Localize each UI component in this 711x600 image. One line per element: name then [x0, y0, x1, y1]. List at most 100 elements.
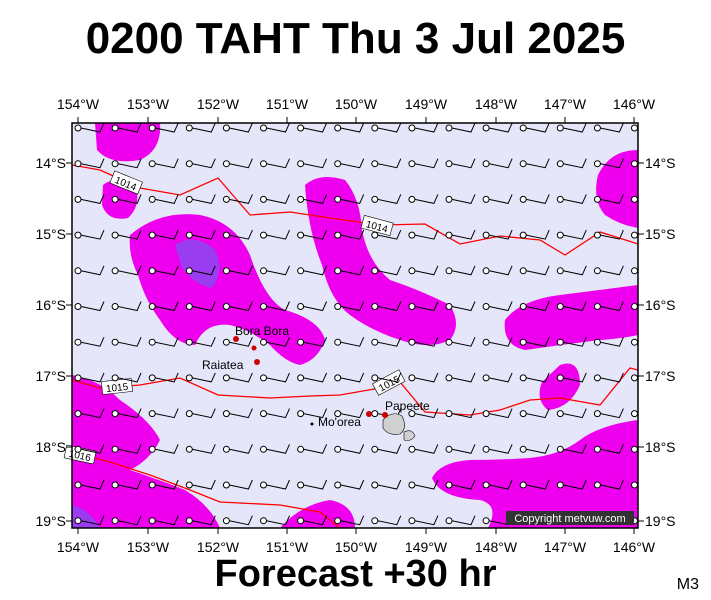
wind-barb: [222, 301, 253, 312]
wind-barb: [297, 265, 328, 276]
rain-area: [95, 123, 161, 162]
wind-barb: [519, 229, 550, 240]
wind-barb: [222, 229, 253, 240]
wind-barb: [297, 123, 328, 133]
wind-barb: [74, 301, 105, 312]
wind-barb: [74, 123, 105, 133]
place-label-raiatea: Raiatea: [202, 358, 244, 372]
wind-barb: [148, 515, 179, 526]
wind-barb: [593, 158, 624, 169]
wind-barb: [185, 123, 216, 133]
wind-barb: [408, 265, 439, 276]
wind-barb: [222, 194, 253, 204]
wind-barb: [148, 479, 179, 490]
wind-barb: [148, 444, 179, 454]
wind-barb: [334, 158, 365, 169]
wind-barb: [334, 372, 365, 383]
wind-barb: [297, 194, 328, 204]
wind-barb: [556, 194, 587, 204]
lat-label: 17°S: [645, 368, 676, 384]
lon-label: 146°W: [613, 96, 656, 112]
lon-labels-bottom: 154°W 153°W 152°W 151°W 150°W 149°W 148°…: [57, 539, 656, 555]
wind-barb: [519, 265, 550, 276]
wind-barb: [260, 336, 290, 347]
isobar-1016: [72, 451, 341, 528]
wind-barb: [482, 372, 513, 383]
lon-label: 146°W: [613, 539, 656, 555]
wind-barb: [148, 336, 179, 347]
wind-barb: [148, 372, 179, 383]
lat-label: 15°S: [35, 226, 66, 242]
wind-barb: [556, 158, 587, 169]
wind-barb: [222, 515, 253, 526]
wind-barb: [445, 336, 476, 347]
wind-barb: [185, 372, 216, 383]
wind-barb: [185, 515, 216, 526]
wind-barb: [222, 336, 253, 347]
wind-barb: [74, 336, 105, 347]
wind-barb: [445, 372, 476, 383]
wind-barb: [445, 408, 476, 419]
lon-label: 147°W: [544, 539, 587, 555]
wind-barb: [185, 336, 216, 347]
wind-barb: [148, 194, 179, 204]
wind-barb: [334, 194, 365, 204]
lon-label: 154°W: [57, 539, 100, 555]
isobar-label: 1016: [68, 449, 92, 464]
wind-barb: [556, 479, 587, 490]
wind-barb: [74, 408, 105, 419]
copyright-text: Copyright metvuw.com: [514, 513, 625, 525]
wind-barb: [371, 301, 402, 312]
wind-barb: [222, 372, 253, 383]
wind-barb: [593, 265, 624, 276]
wind-barb: [74, 265, 105, 276]
forecast-label: Forecast +30 hr: [214, 553, 497, 595]
wind-barb: [148, 123, 179, 133]
place-labels: Bora Bora Raiatea Mo'orea Papeete: [202, 324, 430, 429]
wind-barb: [148, 408, 179, 419]
wind-barb: [371, 372, 402, 383]
wind-barb: [111, 301, 142, 312]
wind-barb: [297, 158, 328, 169]
wind-barb: [408, 479, 439, 490]
lon-label: 152°W: [197, 96, 240, 112]
lat-labels-right: 14°S 15°S 16°S 17°S 18°S 19°S: [645, 155, 676, 529]
rain-area: [432, 420, 638, 528]
wind-barb: [260, 444, 290, 454]
lon-label: 149°W: [405, 96, 448, 112]
wind-barb: [334, 229, 365, 240]
wind-barb: [556, 229, 587, 240]
wind-barb: [334, 515, 365, 526]
rain-area: [504, 285, 638, 350]
map-code: M3: [676, 576, 699, 593]
wind-barb: [371, 194, 402, 204]
wind-barb: [334, 336, 365, 347]
lat-label: 14°S: [35, 155, 66, 171]
wind-barb: [111, 229, 142, 240]
wind-barb: [482, 408, 513, 419]
lat-label: 15°S: [645, 226, 676, 242]
lon-label: 150°W: [335, 539, 378, 555]
lat-label: 18°S: [645, 439, 676, 455]
wind-barb: [185, 229, 216, 240]
lon-label: 151°W: [266, 539, 309, 555]
wind-barb: [74, 372, 105, 383]
wind-barb: [445, 301, 476, 312]
wind-barb: [222, 123, 253, 133]
wind-barb: [297, 479, 328, 490]
wind-barb: [593, 408, 624, 419]
island-dot: [366, 411, 372, 417]
wind-barb: [111, 336, 142, 347]
wind-barb: [74, 229, 105, 240]
wind-barb: [334, 265, 365, 276]
wind-barb: [334, 408, 365, 419]
wind-barb: [222, 408, 253, 419]
islands: [233, 336, 416, 441]
wind-barb: [260, 123, 290, 133]
wind-barb: [334, 301, 365, 312]
wind-barb: [111, 265, 142, 276]
wind-barb: [482, 158, 513, 169]
wind-barb: [222, 444, 253, 454]
lat-label: 16°S: [645, 297, 676, 313]
wind-barb: [519, 336, 550, 347]
